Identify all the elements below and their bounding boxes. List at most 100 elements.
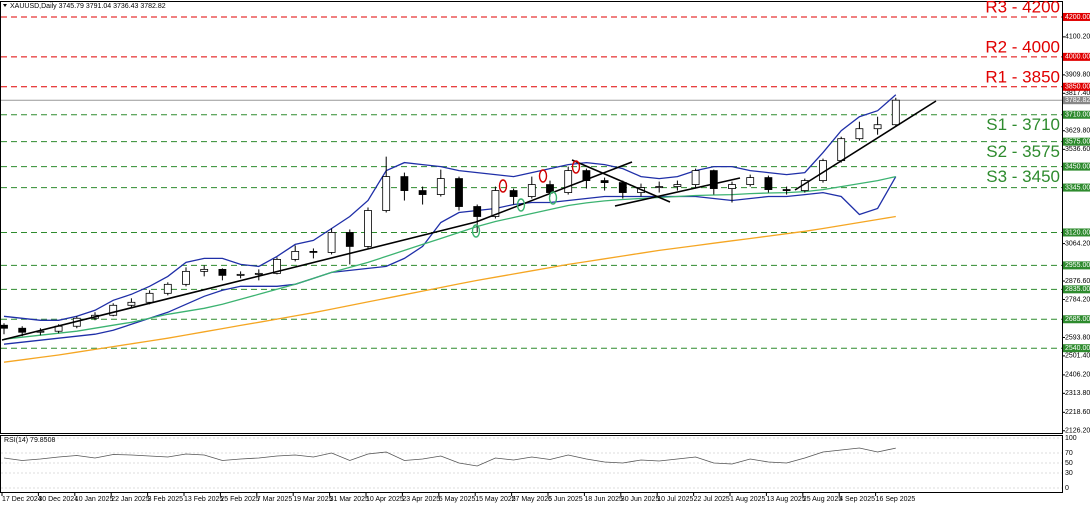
candle-body: [327, 232, 336, 253]
level-axis-label: 3850.00: [1065, 84, 1090, 91]
x-tick-label: 10 Jul 2025: [657, 496, 693, 503]
level-axis-box: [1063, 12, 1090, 21]
level-label: R3 - 4200: [985, 0, 1060, 16]
price-panel: [0, 1, 1063, 434]
y-tick-label: 2218.60: [1065, 409, 1090, 416]
x-tick-label: 15 May 2025: [475, 496, 516, 503]
bottom-marker: [548, 191, 558, 205]
level-axis-box: [1063, 228, 1090, 237]
indicator-line: [3, 175, 896, 340]
candle-body: [891, 99, 900, 126]
rsi-title: RSI(14) 79.8508: [4, 437, 55, 444]
candle-body: [691, 170, 700, 185]
level-axis-box: [1063, 162, 1090, 171]
candle-body: [309, 251, 318, 253]
candle-body: [509, 190, 518, 197]
x-tick-label: 30 Jun 2025: [621, 496, 660, 503]
candle-body: [546, 184, 554, 193]
x-tick-label: 13 Aug 2025: [766, 496, 805, 503]
y-tick-label: 2876.60: [1065, 278, 1090, 285]
trendline: [614, 177, 741, 207]
candle-body: [0, 324, 8, 329]
x-tick-label: 18 Jun 2025: [584, 496, 623, 503]
level-label: R2 - 4000: [985, 37, 1060, 56]
candle-body: [873, 124, 882, 130]
x-tick-label: 5 May 2025: [439, 496, 476, 503]
rsi-tick-label: 70: [1065, 450, 1073, 457]
candle-body: [782, 189, 791, 191]
trendline: [571, 159, 671, 203]
candle-body: [182, 270, 190, 285]
candle-body: [200, 268, 209, 272]
level-axis-box: [1063, 344, 1090, 353]
x-tick-label: 10 Jan 2025: [75, 496, 114, 503]
level-axis-label: 2835.00: [1065, 286, 1090, 293]
y-tick-label: 3909.80: [1065, 72, 1090, 79]
candle-body: [254, 272, 263, 275]
top-marker: [571, 160, 581, 174]
level-axis-label: 3575.00: [1065, 139, 1090, 146]
level-axis-label: 4000.00: [1065, 54, 1090, 61]
level-axis-label: 4200.00: [1065, 14, 1090, 21]
x-tick-label: 22 Jan 2025: [111, 496, 150, 503]
x-tick-label: 30 Dec 2024: [38, 496, 78, 503]
level-axis-label: 2685.00: [1065, 316, 1090, 323]
level-axis-box: [1063, 315, 1090, 324]
candle-body: [236, 273, 245, 276]
candle-body: [709, 170, 718, 189]
level-axis-label: 3710.00: [1065, 112, 1090, 119]
bottom-marker: [471, 224, 481, 238]
candle-body: [582, 170, 591, 181]
x-tick-label: 7 Mar 2025: [257, 496, 293, 503]
level-axis-box: [1063, 110, 1090, 119]
candle-body: [418, 190, 427, 195]
x-tick-label: 3 Feb 2025: [148, 496, 184, 503]
candle-body: [145, 292, 154, 303]
level-axis-label: 3120.00: [1065, 229, 1090, 236]
level-axis-box: [1063, 137, 1090, 146]
trendline: [1, 221, 477, 341]
y-tick-label: 3064.20: [1065, 240, 1090, 247]
last-price-box: [1063, 96, 1090, 105]
x-tick-label: 1 Aug 2025: [730, 496, 766, 503]
level-axis-label: 2540.00: [1065, 345, 1090, 352]
candle-body: [273, 259, 281, 274]
rsi-tick-label: 100: [1065, 435, 1077, 442]
top-marker: [538, 169, 548, 183]
x-tick-label: 16 Sep 2025: [876, 496, 916, 503]
level-axis-box: [1063, 183, 1090, 192]
candle-body: [564, 170, 573, 193]
chart-title: XAUUSD,Daily 3745.79 3791.04 3736.43 378…: [10, 3, 166, 10]
x-tick-label: 22 Jul 2025: [694, 496, 730, 503]
x-tick-label: 17 Dec 2024: [2, 496, 42, 503]
x-tick-label: 6 Jun 2025: [548, 496, 583, 503]
candle-body: [455, 178, 463, 207]
rsi-line: [3, 447, 896, 467]
candle-body: [382, 176, 391, 211]
candle-body: [655, 186, 664, 188]
trendline: [794, 100, 937, 191]
candle-body: [746, 177, 755, 185]
y-tick-label: 3817.40: [1065, 90, 1090, 97]
rsi-tick-label: 0: [1065, 485, 1069, 492]
level-axis-box: [1063, 285, 1090, 294]
y-tick-label: 2784.20: [1065, 296, 1090, 303]
x-tick-label: 27 May 2025: [512, 496, 553, 503]
level-label: S3 - 3450: [986, 167, 1060, 186]
rsi-tick-label: 30: [1065, 470, 1073, 477]
x-tick-label: 31 Mar 2025: [330, 496, 369, 503]
x-tick-label: 4 Sep 2025: [839, 496, 875, 503]
x-tick-label: 19 Mar 2025: [293, 496, 332, 503]
candle-body: [618, 182, 627, 193]
x-tick-label: 25 Feb 2025: [220, 496, 259, 503]
x-tick-label: 10 Apr 2025: [366, 496, 404, 503]
level-axis-box: [1063, 52, 1090, 61]
markers: [471, 160, 581, 238]
candle-body: [291, 251, 300, 260]
candle-body: [673, 184, 682, 187]
candle-body: [837, 138, 846, 162]
level-axis-box: [1063, 261, 1090, 270]
